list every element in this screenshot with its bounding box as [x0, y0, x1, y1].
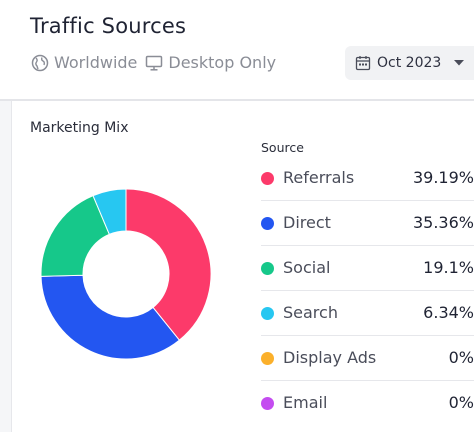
- filter-desktop-only-label: Desktop Only: [168, 53, 277, 72]
- monitor-icon: [146, 55, 163, 71]
- header: Traffic Sources Worldwide Desktop Only: [0, 0, 474, 100]
- legend-row-social[interactable]: Social 19.1%: [261, 246, 474, 291]
- legend-dot-direct: [261, 217, 274, 230]
- legend-row-direct[interactable]: Direct 35.36%: [261, 201, 474, 246]
- sidebar-edge: [0, 101, 12, 432]
- date-picker[interactable]: Oct 2023: [345, 46, 474, 80]
- filter-bar: Worldwide Desktop Only: [31, 53, 276, 72]
- legend-value-email: 0%: [448, 393, 474, 412]
- legend-label-referrals: Referrals: [283, 168, 355, 187]
- calendar-icon: [355, 56, 371, 71]
- legend-row-display-ads[interactable]: Display Ads 0%: [261, 336, 474, 381]
- legend-dot-display-ads: [261, 352, 274, 365]
- date-picker-value: Oct 2023: [377, 55, 442, 71]
- legend-dot-email: [261, 397, 274, 410]
- chevron-down-icon[interactable]: [453, 59, 465, 67]
- filter-desktop-only[interactable]: Desktop Only: [145, 53, 276, 72]
- donut-chart: [40, 189, 212, 359]
- filter-worldwide[interactable]: Worldwide: [31, 53, 137, 72]
- legend: Referrals 39.19% Direct 35.36% Social 19.1% Se…: [261, 156, 474, 426]
- legend-dot-social: [261, 262, 274, 275]
- donut-slice-direct[interactable]: [40, 274, 181, 359]
- legend-dot-referrals: [261, 172, 274, 185]
- legend-label-direct: Direct: [283, 213, 331, 232]
- header-divider: [0, 99, 474, 101]
- legend-row-referrals[interactable]: Referrals 39.19%: [261, 156, 474, 201]
- globe-icon: [31, 54, 49, 71]
- legend-header: Source: [261, 140, 304, 155]
- legend-label-display-ads: Display Ads: [283, 348, 377, 367]
- legend-value-direct: 35.36%: [412, 213, 474, 232]
- page-title: Traffic Sources: [30, 14, 187, 38]
- legend-value-search: 6.34%: [423, 303, 474, 322]
- legend-row-email[interactable]: Email 0%: [261, 381, 474, 426]
- donut-slice-search[interactable]: [92, 189, 127, 236]
- filter-worldwide-label: Worldwide: [54, 53, 138, 72]
- legend-value-display-ads: 0%: [448, 348, 474, 367]
- donut-slice-referrals[interactable]: [125, 189, 212, 341]
- legend-dot-search: [261, 307, 274, 320]
- legend-value-referrals: 39.19%: [412, 168, 474, 187]
- legend-label-social: Social: [283, 258, 331, 277]
- legend-label-email: Email: [283, 393, 328, 412]
- legend-label-search: Search: [283, 303, 338, 322]
- card-title: Marketing Mix: [30, 120, 129, 136]
- legend-row-search[interactable]: Search 6.34%: [261, 291, 474, 336]
- legend-value-social: 19.1%: [423, 258, 474, 277]
